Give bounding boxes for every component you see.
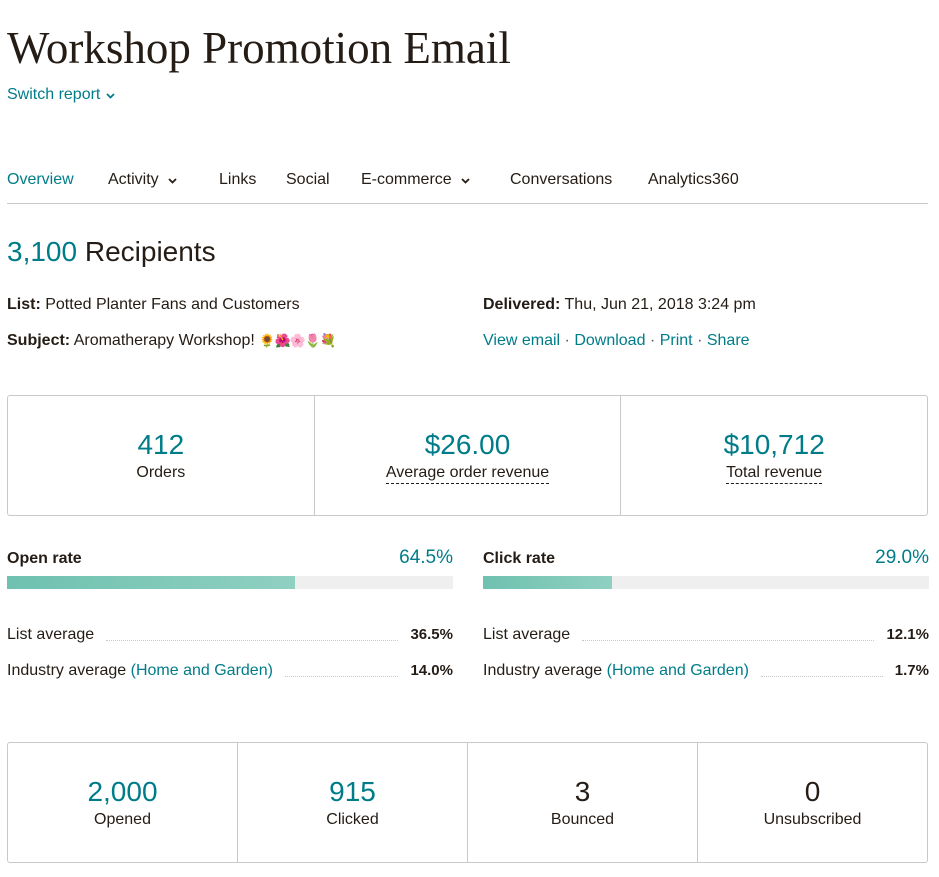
click-rate-value: 29.0% — [875, 547, 929, 568]
ecommerce-summary: 412 Orders $26.00 Average order revenue … — [7, 395, 928, 516]
tab-ecommerce-label: E-commerce — [361, 171, 452, 189]
list-info: List: Potted Planter Fans and Customers — [7, 295, 300, 315]
orders-label: Orders — [136, 464, 186, 481]
tab-activity-label: Activity — [108, 171, 159, 189]
total-revenue-label[interactable]: Total revenue — [726, 463, 823, 484]
recipients-count: 3,100 — [7, 236, 78, 267]
tab-overview-label: Overview — [7, 171, 74, 188]
open-industry-average-row: Industry average (Home and Garden) 14.0% — [7, 661, 453, 681]
open-list-average-row: List average 36.5% — [7, 625, 453, 645]
click-list-average-value: 12.1% — [886, 626, 929, 643]
open-rate-bar-fill — [7, 576, 295, 589]
total-revenue-stat: $10,712 Total revenue — [621, 396, 927, 515]
subject-label: Subject: — [7, 332, 71, 349]
clicked-value: 915 — [329, 776, 376, 807]
email-actions: View email · Download · Print · Share — [483, 331, 750, 351]
chevron-down-icon — [461, 170, 470, 190]
average-order-revenue-label[interactable]: Average order revenue — [385, 463, 550, 484]
recipients-heading: 3,100 Recipients — [7, 235, 216, 269]
view-email-link[interactable]: View email — [483, 332, 561, 349]
click-list-average-label: List average — [483, 626, 571, 643]
tab-activity[interactable]: Activity — [108, 170, 177, 190]
tab-conversations[interactable]: Conversations — [510, 170, 612, 190]
open-rate-value: 64.5% — [399, 547, 453, 568]
click-industry-average-value: 1.7% — [894, 662, 929, 679]
engagement-stats: 2,000 Opened 915 Clicked 3 Bounced 0 Uns… — [7, 742, 928, 863]
dotted-leader — [582, 640, 875, 641]
opened-value: 2,000 — [87, 776, 158, 807]
orders-stat: 412 Orders — [8, 396, 315, 515]
average-order-revenue-stat: $26.00 Average order revenue — [315, 396, 622, 515]
dotted-leader — [760, 676, 883, 677]
open-rate-panel: Open rate 64.5% List average 36.5% Indus… — [7, 547, 453, 679]
tab-overview[interactable]: Overview — [7, 170, 74, 190]
recipients-label: Recipients — [84, 236, 216, 267]
separator: · — [697, 332, 703, 349]
page-title: Workshop Promotion Email — [7, 23, 511, 73]
tab-social-label: Social — [286, 171, 330, 188]
opened-label: Opened — [94, 811, 151, 828]
orders-value: 412 — [137, 429, 185, 460]
tab-links-label: Links — [219, 171, 257, 188]
click-industry-name-link[interactable]: (Home and Garden) — [606, 662, 749, 679]
bounced-stat: 3 Bounced — [468, 743, 698, 862]
open-industry-average-value: 14.0% — [410, 662, 453, 679]
share-link[interactable]: Share — [706, 332, 750, 349]
click-rate-label: Click rate — [483, 550, 556, 567]
tab-links[interactable]: Links — [219, 170, 256, 190]
separator: · — [649, 332, 656, 349]
tab-analytics360[interactable]: Analytics360 — [648, 170, 739, 190]
click-list-average-row: List average 12.1% — [483, 625, 929, 645]
separator: · — [564, 332, 570, 349]
delivered-label: Delivered: — [483, 296, 561, 313]
subject-value: Aromatherapy Workshop! — [73, 332, 255, 349]
chevron-down-icon — [168, 170, 177, 190]
open-rate-bar — [7, 576, 453, 589]
chevron-down-icon — [106, 85, 116, 105]
list-label: List: — [7, 296, 41, 313]
unsubscribed-label: Unsubscribed — [763, 811, 862, 828]
click-rate-bar-fill — [483, 576, 613, 589]
total-revenue-value: $10,712 — [723, 428, 825, 460]
unsubscribed-value: 0 — [804, 776, 821, 807]
tab-conversations-label: Conversations — [510, 171, 613, 188]
click-rate-panel: Click rate 29.0% List average 12.1% Indu… — [483, 547, 929, 679]
open-rate-label: Open rate — [7, 550, 82, 567]
print-link[interactable]: Print — [659, 332, 693, 349]
list-value: Potted Planter Fans and Customers — [45, 296, 300, 313]
switch-report-link[interactable]: Switch report — [7, 85, 116, 105]
tab-ecommerce[interactable]: E-commerce — [361, 170, 470, 190]
subject-emoji: 🌻🌺🌸🌷💐 — [259, 333, 336, 348]
dotted-leader — [106, 640, 399, 641]
unsubscribed-stat: 0 Unsubscribed — [698, 743, 927, 862]
tab-analytics360-label: Analytics360 — [648, 171, 739, 188]
opened-stat[interactable]: 2,000 Opened — [8, 743, 238, 862]
open-list-average-value: 36.5% — [410, 626, 453, 643]
bounced-value: 3 — [574, 776, 591, 807]
subject-info: Subject: Aromatherapy Workshop! 🌻🌺🌸🌷💐 — [7, 331, 336, 351]
delivered-value: Thu, Jun 21, 2018 3:24 pm — [564, 296, 756, 313]
click-industry-average-label: Industry average — [483, 662, 603, 679]
delivered-info: Delivered: Thu, Jun 21, 2018 3:24 pm — [483, 295, 756, 315]
bounced-label: Bounced — [550, 811, 615, 828]
click-industry-average-row: Industry average (Home and Garden) 1.7% — [483, 661, 929, 681]
clicked-label: Clicked — [326, 811, 379, 828]
average-order-revenue-value: $26.00 — [424, 428, 511, 460]
switch-report-label: Switch report — [7, 86, 101, 104]
tab-social[interactable]: Social — [286, 170, 330, 190]
click-rate-bar — [483, 576, 929, 589]
clicked-stat[interactable]: 915 Clicked — [238, 743, 468, 862]
open-industry-name-link[interactable]: (Home and Garden) — [130, 662, 273, 679]
download-link[interactable]: Download — [574, 332, 646, 349]
open-industry-average-label: Industry average — [7, 662, 127, 679]
open-list-average-label: List average — [7, 626, 95, 643]
dotted-leader — [284, 676, 399, 677]
report-tabs: Overview Activity Links Social E-commerc… — [7, 168, 928, 204]
